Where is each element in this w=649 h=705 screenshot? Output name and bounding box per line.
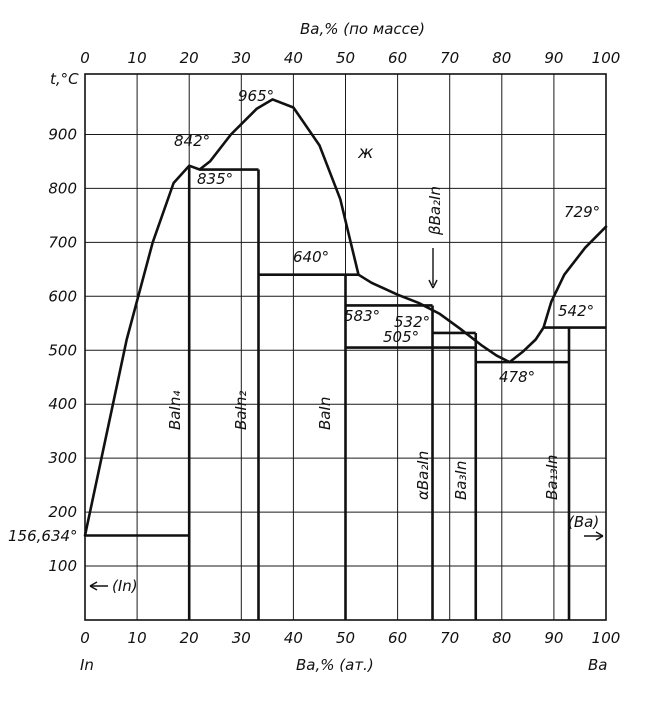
- top-tick-label: 20: [180, 49, 199, 67]
- bottom-tick-label: 0: [80, 629, 90, 647]
- top-axis-ticks: 0 10 20 30 40 50 60 70 80 90 100: [80, 49, 620, 67]
- bottom-tick-label: 60: [388, 629, 407, 647]
- temp-729: 729°: [564, 203, 600, 221]
- top-tick-label: 50: [336, 49, 355, 67]
- temp-478: 478°: [499, 368, 535, 386]
- phase-label-baln2: BaIn₂: [232, 391, 250, 430]
- bottom-axis-title: Ba,% (ат.): [296, 656, 374, 674]
- temp-842: 842°: [174, 132, 210, 150]
- bottom-tick-label: 40: [284, 629, 303, 647]
- temp-156-bg: [5, 527, 83, 545]
- bottom-tick-label: 10: [128, 629, 147, 647]
- temp-532: 532°: [394, 313, 430, 331]
- y-tick-label: 300: [48, 449, 77, 467]
- phase-boundaries: [85, 165, 606, 620]
- top-tick-label: 60: [388, 49, 407, 67]
- bottom-left-element: In: [80, 656, 94, 674]
- in-arrow-label: (In): [112, 577, 138, 595]
- top-tick-label: 30: [232, 49, 251, 67]
- top-tick-label: 80: [492, 49, 511, 67]
- phase-label-beta-ba2in: βBa₂In: [426, 186, 444, 236]
- temp-542: 542°: [558, 302, 594, 320]
- temp-583: 583°: [344, 307, 380, 325]
- top-tick-label: 0: [80, 49, 90, 67]
- in-arrow-head: [89, 581, 98, 591]
- in-arrow: [89, 581, 108, 591]
- bottom-tick-label: 100: [592, 629, 621, 647]
- top-tick-label: 100: [592, 49, 621, 67]
- ba-arrow-label: (Ba): [568, 513, 599, 531]
- temp-640: 640°: [293, 248, 329, 266]
- bottom-tick-label: 50: [336, 629, 355, 647]
- liquid-region-label: ж: [357, 143, 374, 163]
- y-tick-label: 200: [48, 503, 77, 521]
- phase-label-baln4: BaIn₄: [166, 391, 184, 430]
- y-tick-label: 100: [48, 557, 77, 575]
- temp-505: 505°: [383, 328, 419, 346]
- y-tick-label: 700: [48, 233, 77, 251]
- y-tick-label: 500: [48, 341, 77, 359]
- top-axis-title: Ba,% (по массе): [300, 20, 425, 38]
- y-tick-label: 800: [48, 179, 77, 197]
- bottom-tick-label: 80: [492, 629, 511, 647]
- phase-label-baln: BaIn: [316, 397, 334, 430]
- temp-156: 156,634°: [8, 527, 78, 545]
- phase-label-ba3in: Ba₃In: [452, 461, 470, 500]
- top-tick-label: 40: [284, 49, 303, 67]
- bottom-tick-label: 90: [544, 629, 563, 647]
- y-tick-label: 400: [48, 395, 77, 413]
- ba-arrow-head: [595, 531, 604, 541]
- temp-835: 835°: [197, 170, 233, 188]
- top-tick-label: 10: [128, 49, 147, 67]
- bottom-tick-label: 30: [232, 629, 251, 647]
- top-tick-label: 70: [440, 49, 459, 67]
- temp-965: 965°: [238, 87, 274, 105]
- y-tick-label: 900: [48, 125, 77, 143]
- ba-arrow: [584, 531, 604, 541]
- phase-label-alpha-ba2in: αBa₂In: [414, 451, 432, 500]
- bottom-tick-label: 20: [180, 629, 199, 647]
- top-tick-label: 90: [544, 49, 563, 67]
- y-axis-title: t,°C: [50, 70, 79, 88]
- liquidus-curve: [83, 98, 608, 537]
- bottom-axis-ticks: 0 10 20 30 40 50 60 70 80 90 100: [80, 629, 620, 647]
- y-tick-label: 600: [48, 287, 77, 305]
- bottom-right-element: Ba: [588, 656, 607, 674]
- transition-arrow-head: [428, 279, 438, 289]
- beta-alpha-transition-arrow: [428, 248, 438, 289]
- y-axis-ticks: 100 200 300 400 500 600 700 800 900: [48, 125, 77, 575]
- phase-label-ba13in: Ba₁₃In: [543, 455, 561, 500]
- bottom-tick-label: 70: [440, 629, 459, 647]
